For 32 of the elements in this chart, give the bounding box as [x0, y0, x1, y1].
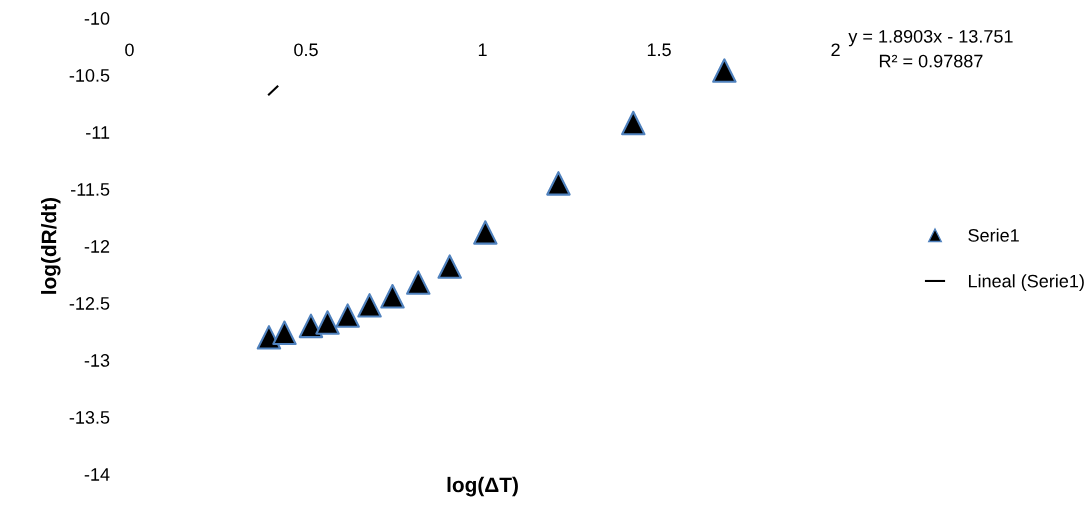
point: [380, 284, 405, 309]
point: [315, 310, 340, 335]
text: y = 1.8903x - 13.751 R² = 0.97887: [848, 29, 1013, 68]
point: [357, 293, 382, 318]
x-axis-title: log(ΔT): [447, 476, 518, 497]
x-tick-label: 1.5: [647, 43, 671, 57]
y-tick-label: -12.5: [69, 297, 110, 310]
point: [335, 303, 360, 328]
point: [621, 110, 646, 136]
legend-label: Lineal (Serie1): [968, 274, 1084, 292]
y-tick-label: -11: [86, 126, 110, 139]
y-tick-label: -14: [84, 468, 110, 481]
y-tick-label: -13: [84, 354, 110, 367]
x-tick-label: 0.5: [294, 43, 318, 57]
y-axis-title: log(dR/dt): [41, 197, 61, 294]
legend-label: Serie1: [968, 228, 1019, 242]
point: [272, 320, 297, 345]
y-tick-label: -10: [84, 12, 110, 25]
x-tick-label: 1: [478, 43, 487, 57]
point: [437, 254, 462, 279]
y-tick-label: -12: [84, 240, 110, 253]
point: [712, 58, 737, 83]
y-tick-label: -13.5: [69, 411, 110, 424]
x-tick-label: 2: [831, 43, 840, 57]
point: [256, 325, 282, 350]
point: [298, 313, 324, 339]
x-tick-label: 0: [125, 43, 134, 57]
point: [546, 171, 571, 196]
y-tick-label: -11.5: [71, 183, 110, 196]
y-tick-label: -10.5: [69, 69, 110, 82]
point: [473, 220, 498, 245]
point: [406, 270, 431, 295]
